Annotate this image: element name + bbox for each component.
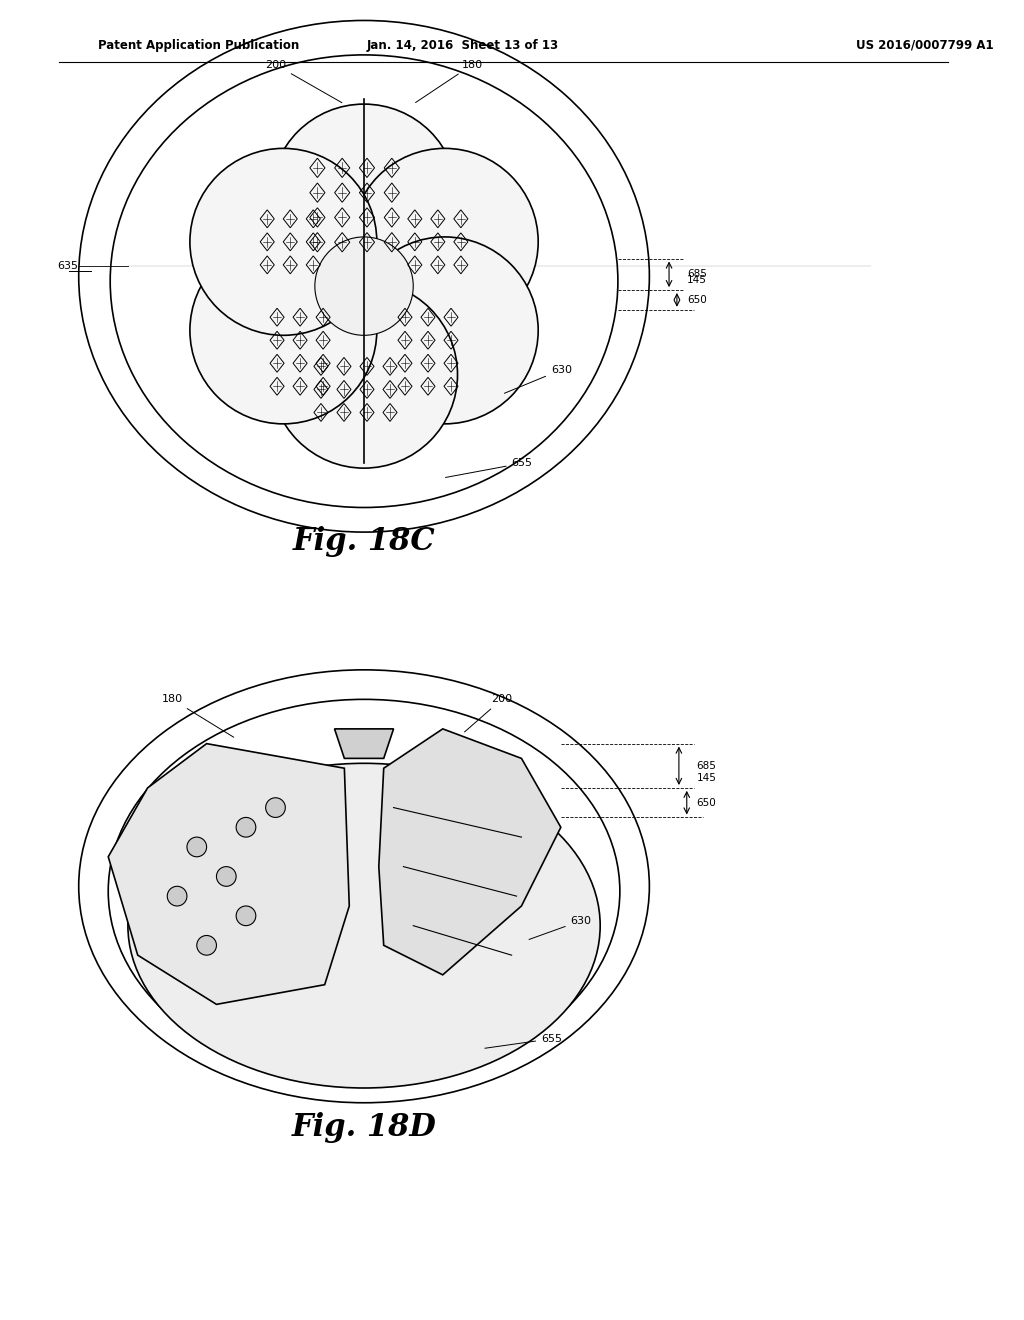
Text: 650: 650 [696,797,717,808]
Text: 655: 655 [485,1034,562,1048]
Circle shape [265,797,286,817]
Text: 180: 180 [416,59,483,103]
Circle shape [351,236,539,424]
Circle shape [351,148,539,335]
Text: 650: 650 [687,294,707,305]
Text: 145: 145 [696,774,717,783]
Circle shape [270,104,458,290]
Circle shape [189,236,377,424]
Circle shape [237,906,256,925]
Circle shape [270,281,458,469]
Text: Jan. 14, 2016  Sheet 13 of 13: Jan. 14, 2016 Sheet 13 of 13 [367,38,558,51]
Text: Fig. 18D: Fig. 18D [292,1111,436,1143]
Circle shape [189,148,377,335]
Text: 630: 630 [529,916,592,940]
Text: US 2016/0007799 A1: US 2016/0007799 A1 [856,38,993,51]
Text: Patent Application Publication: Patent Application Publication [98,38,300,51]
Text: 180: 180 [162,694,233,738]
Text: 655: 655 [445,458,532,478]
Circle shape [197,936,216,956]
Text: 200: 200 [265,59,342,103]
Text: Fig. 18C: Fig. 18C [293,527,435,557]
Circle shape [216,867,237,886]
Text: 200: 200 [465,694,512,733]
Circle shape [167,886,187,906]
Ellipse shape [128,763,600,1088]
Text: 685: 685 [687,269,707,280]
Text: 630: 630 [505,364,572,393]
Text: 635: 635 [206,758,227,768]
Text: 685: 685 [696,760,717,771]
Polygon shape [109,743,349,1005]
Polygon shape [379,729,561,975]
Text: 145: 145 [687,275,707,285]
Circle shape [187,837,207,857]
Text: 635: 635 [57,261,79,272]
Circle shape [314,236,414,335]
Polygon shape [335,729,393,759]
Circle shape [237,817,256,837]
